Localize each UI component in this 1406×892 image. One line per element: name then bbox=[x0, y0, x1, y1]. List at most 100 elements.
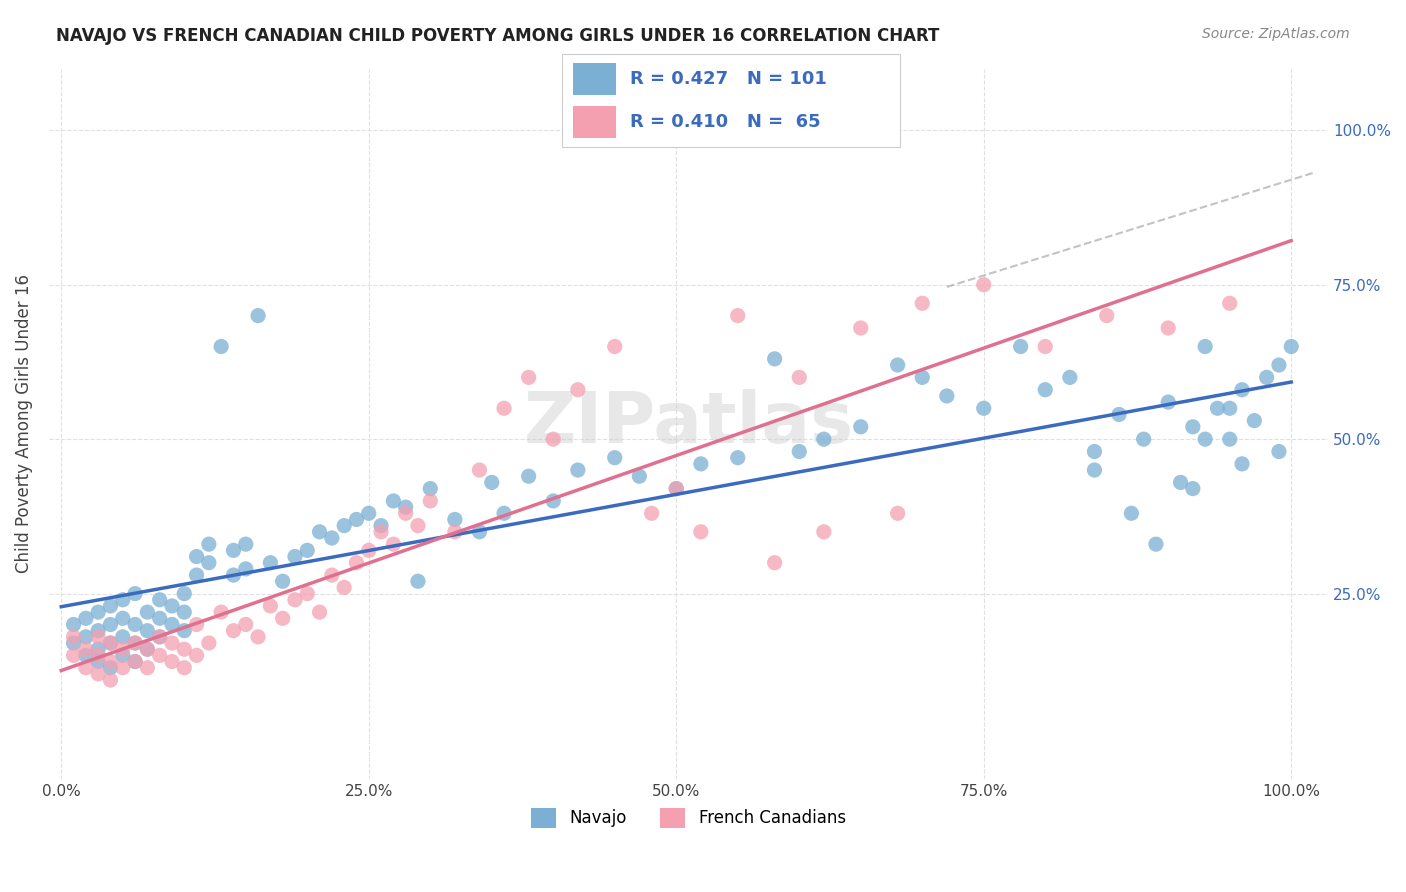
French Canadians bbox=[62, 630, 84, 644]
Navajo bbox=[1083, 463, 1105, 477]
French Canadians bbox=[136, 642, 159, 657]
Navajo bbox=[1181, 419, 1204, 434]
French Canadians bbox=[75, 642, 97, 657]
French Canadians bbox=[665, 482, 688, 496]
Navajo bbox=[222, 543, 245, 558]
French Canadians bbox=[222, 624, 245, 638]
French Canadians bbox=[567, 383, 589, 397]
French Canadians bbox=[787, 370, 810, 384]
French Canadians bbox=[100, 673, 122, 687]
Navajo bbox=[406, 574, 429, 589]
Navajo bbox=[444, 512, 467, 526]
Navajo bbox=[160, 617, 183, 632]
Navajo bbox=[75, 630, 97, 644]
Navajo bbox=[494, 506, 516, 520]
Navajo bbox=[1059, 370, 1081, 384]
Navajo bbox=[813, 432, 835, 446]
Navajo bbox=[136, 642, 159, 657]
French Canadians bbox=[75, 661, 97, 675]
French Canadians bbox=[124, 655, 146, 669]
Navajo bbox=[481, 475, 503, 490]
French Canadians bbox=[160, 636, 183, 650]
Navajo bbox=[100, 599, 122, 613]
Navajo bbox=[973, 401, 995, 416]
Navajo bbox=[124, 586, 146, 600]
French Canadians bbox=[271, 611, 294, 625]
Navajo bbox=[75, 611, 97, 625]
French Canadians bbox=[419, 494, 441, 508]
Navajo bbox=[1243, 414, 1265, 428]
Navajo bbox=[1268, 444, 1291, 458]
Navajo bbox=[1010, 339, 1032, 353]
French Canadians bbox=[973, 277, 995, 292]
Navajo bbox=[1219, 401, 1241, 416]
Text: ZIPatlas: ZIPatlas bbox=[523, 389, 853, 458]
Navajo bbox=[935, 389, 957, 403]
French Canadians bbox=[136, 661, 159, 675]
Navajo bbox=[1181, 482, 1204, 496]
French Canadians bbox=[87, 648, 110, 663]
Navajo bbox=[284, 549, 307, 564]
Navajo bbox=[1230, 457, 1253, 471]
French Canadians bbox=[149, 648, 172, 663]
French Canadians bbox=[382, 537, 405, 551]
French Canadians bbox=[541, 432, 564, 446]
Navajo bbox=[886, 358, 908, 372]
Navajo bbox=[370, 518, 392, 533]
French Canadians bbox=[406, 518, 429, 533]
French Canadians bbox=[124, 636, 146, 650]
Navajo bbox=[186, 549, 208, 564]
Navajo bbox=[62, 636, 84, 650]
French Canadians bbox=[640, 506, 662, 520]
French Canadians bbox=[494, 401, 516, 416]
Navajo bbox=[395, 500, 418, 515]
Navajo bbox=[1206, 401, 1229, 416]
Navajo bbox=[1268, 358, 1291, 372]
Navajo bbox=[603, 450, 626, 465]
Navajo bbox=[186, 568, 208, 582]
Navajo bbox=[235, 562, 257, 576]
Navajo bbox=[1230, 383, 1253, 397]
Navajo bbox=[1170, 475, 1192, 490]
French Canadians bbox=[395, 506, 418, 520]
Navajo bbox=[1194, 432, 1216, 446]
Navajo bbox=[87, 624, 110, 638]
Text: R = 0.410   N =  65: R = 0.410 N = 65 bbox=[630, 113, 821, 131]
Navajo bbox=[1144, 537, 1167, 551]
FancyBboxPatch shape bbox=[572, 106, 616, 138]
French Canadians bbox=[886, 506, 908, 520]
Navajo bbox=[849, 419, 872, 434]
Navajo bbox=[346, 512, 368, 526]
French Canadians bbox=[689, 524, 711, 539]
French Canadians bbox=[849, 321, 872, 335]
Y-axis label: Child Poverty Among Girls Under 16: Child Poverty Among Girls Under 16 bbox=[15, 274, 32, 574]
Navajo bbox=[321, 531, 343, 545]
French Canadians bbox=[1095, 309, 1118, 323]
French Canadians bbox=[346, 556, 368, 570]
French Canadians bbox=[321, 568, 343, 582]
Navajo bbox=[541, 494, 564, 508]
French Canadians bbox=[357, 543, 380, 558]
Navajo bbox=[665, 482, 688, 496]
Navajo bbox=[87, 655, 110, 669]
Navajo bbox=[62, 617, 84, 632]
Navajo bbox=[100, 617, 122, 632]
Navajo bbox=[271, 574, 294, 589]
Navajo bbox=[124, 655, 146, 669]
French Canadians bbox=[186, 617, 208, 632]
French Canadians bbox=[444, 524, 467, 539]
French Canadians bbox=[1033, 339, 1056, 353]
French Canadians bbox=[911, 296, 934, 310]
Text: R = 0.427   N = 101: R = 0.427 N = 101 bbox=[630, 70, 827, 87]
Navajo bbox=[87, 605, 110, 619]
French Canadians bbox=[209, 605, 232, 619]
Navajo bbox=[149, 611, 172, 625]
Navajo bbox=[911, 370, 934, 384]
Navajo bbox=[222, 568, 245, 582]
Navajo bbox=[100, 636, 122, 650]
French Canadians bbox=[186, 648, 208, 663]
Navajo bbox=[419, 482, 441, 496]
Navajo bbox=[198, 556, 221, 570]
Navajo bbox=[149, 630, 172, 644]
Navajo bbox=[136, 624, 159, 638]
